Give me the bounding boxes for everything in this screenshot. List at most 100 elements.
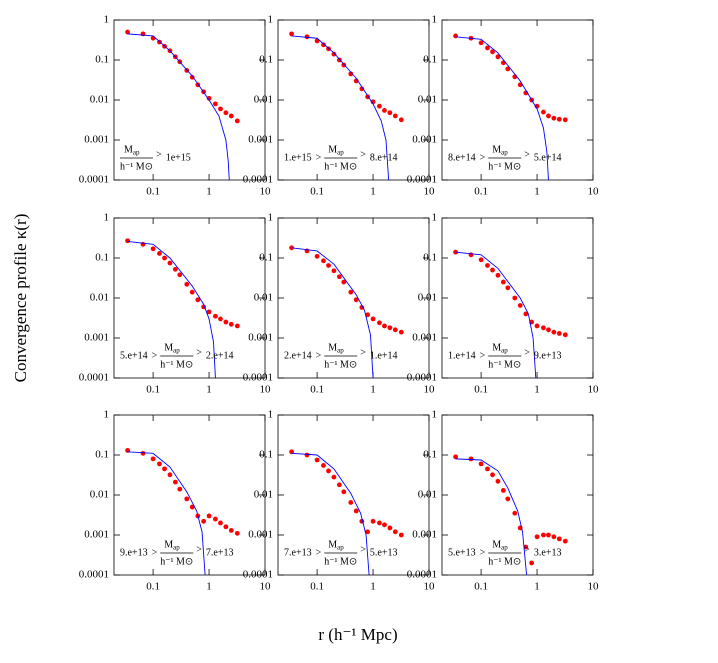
y-tick-label: 0.1 [95, 449, 109, 461]
data-point [162, 255, 167, 261]
data-point [206, 95, 212, 101]
data-point [556, 116, 562, 122]
data-point [478, 461, 484, 467]
data-point [453, 33, 458, 39]
lower-bound: 1.e+15 [284, 152, 312, 163]
data-point [189, 74, 195, 80]
model-line [127, 33, 230, 181]
data-point [348, 289, 354, 295]
data-point [353, 508, 359, 514]
numerator-sub: ap [173, 347, 180, 355]
x-tick-label: 0.1 [310, 581, 324, 593]
data-point [365, 312, 371, 318]
data-point [321, 258, 326, 264]
data-point [370, 316, 376, 322]
y-tick-label: 1 [432, 409, 438, 421]
relation: > [316, 547, 322, 558]
data-point [223, 524, 229, 530]
data-point [478, 40, 484, 46]
model-line [455, 36, 549, 181]
data-point [534, 323, 540, 329]
data-point [177, 486, 183, 492]
lower-bound: 8.e+14 [448, 152, 476, 163]
numerator: M [328, 539, 337, 550]
data-point [314, 253, 320, 259]
relation: > [524, 347, 530, 358]
y-tick-label: 0.1 [423, 252, 437, 264]
y-tick-label: 1 [268, 409, 274, 421]
data-point [348, 71, 354, 77]
x-tick-label: 1 [206, 384, 212, 396]
x-tick-label: 0.1 [310, 186, 324, 198]
data-point [218, 106, 223, 112]
upper-bound: 7.e+13 [206, 547, 234, 558]
model-line [291, 247, 374, 379]
lower-bound: 7.e+13 [284, 547, 312, 558]
data-point [500, 60, 506, 66]
relation: > [316, 152, 322, 163]
data-point [495, 272, 501, 278]
data-point [387, 325, 393, 331]
data-point [453, 454, 458, 460]
relation: > [480, 350, 486, 361]
relation: > [480, 152, 486, 163]
data-point [365, 529, 371, 535]
data-point [125, 238, 130, 244]
denominator: h⁻¹ M⊙ [324, 556, 357, 567]
data-point [228, 113, 234, 119]
data-point [167, 260, 173, 266]
y-tick-label: 1 [104, 212, 110, 224]
y-tick-label: 0.0001 [79, 174, 109, 186]
y-tick-label: 1 [432, 212, 438, 224]
data-point [551, 115, 557, 121]
data-point [562, 538, 568, 544]
data-point [370, 99, 376, 105]
data-point [234, 118, 240, 124]
x-tick-label: 0.1 [146, 581, 160, 593]
numerator: M [328, 144, 337, 155]
x-tick-label: 10 [424, 186, 436, 198]
x-tick-label: 10 [588, 186, 600, 198]
data-point [500, 488, 506, 493]
y-tick-label: 0.1 [95, 252, 109, 264]
data-point [184, 496, 190, 502]
denominator: h⁻¹ M⊙ [160, 556, 193, 567]
data-point [392, 113, 398, 119]
lower-bound: 5.e+13 [448, 547, 476, 558]
data-point [546, 532, 551, 538]
x-tick-label: 10 [424, 384, 436, 396]
data-point [218, 520, 223, 526]
data-point [331, 268, 337, 274]
numerator: M [164, 342, 173, 353]
numerator: M [492, 144, 501, 155]
upper-bound: 8.e+14 [370, 152, 398, 163]
data-point [195, 297, 201, 303]
x-tick-label: 0.1 [474, 186, 488, 198]
y-tick-label: 0.01 [254, 94, 273, 106]
denominator: h⁻¹ M⊙ [324, 359, 357, 370]
numerator: M [124, 144, 133, 155]
data-point [453, 249, 458, 255]
y-tick-label: 0.001 [412, 134, 437, 146]
numerator: M [492, 342, 501, 353]
data-point [157, 251, 162, 256]
data-point [562, 117, 568, 123]
data-point [289, 31, 294, 37]
data-point [478, 257, 484, 263]
data-point [382, 323, 387, 329]
lower-bound: 1.e+14 [448, 350, 476, 361]
data-point [167, 472, 173, 478]
denominator: h⁻¹ M⊙ [120, 161, 153, 172]
data-point [370, 518, 376, 524]
y-tick-label: 0.0001 [407, 174, 437, 186]
x-tick-label: 10 [260, 581, 272, 593]
data-point [398, 532, 404, 538]
data-point [485, 466, 490, 472]
data-point [495, 478, 501, 484]
y-tick-label: 0.1 [423, 54, 437, 66]
y-tick-label: 0.1 [95, 54, 109, 66]
model-line [291, 452, 370, 576]
data-point [314, 457, 320, 463]
data-point [392, 327, 398, 333]
